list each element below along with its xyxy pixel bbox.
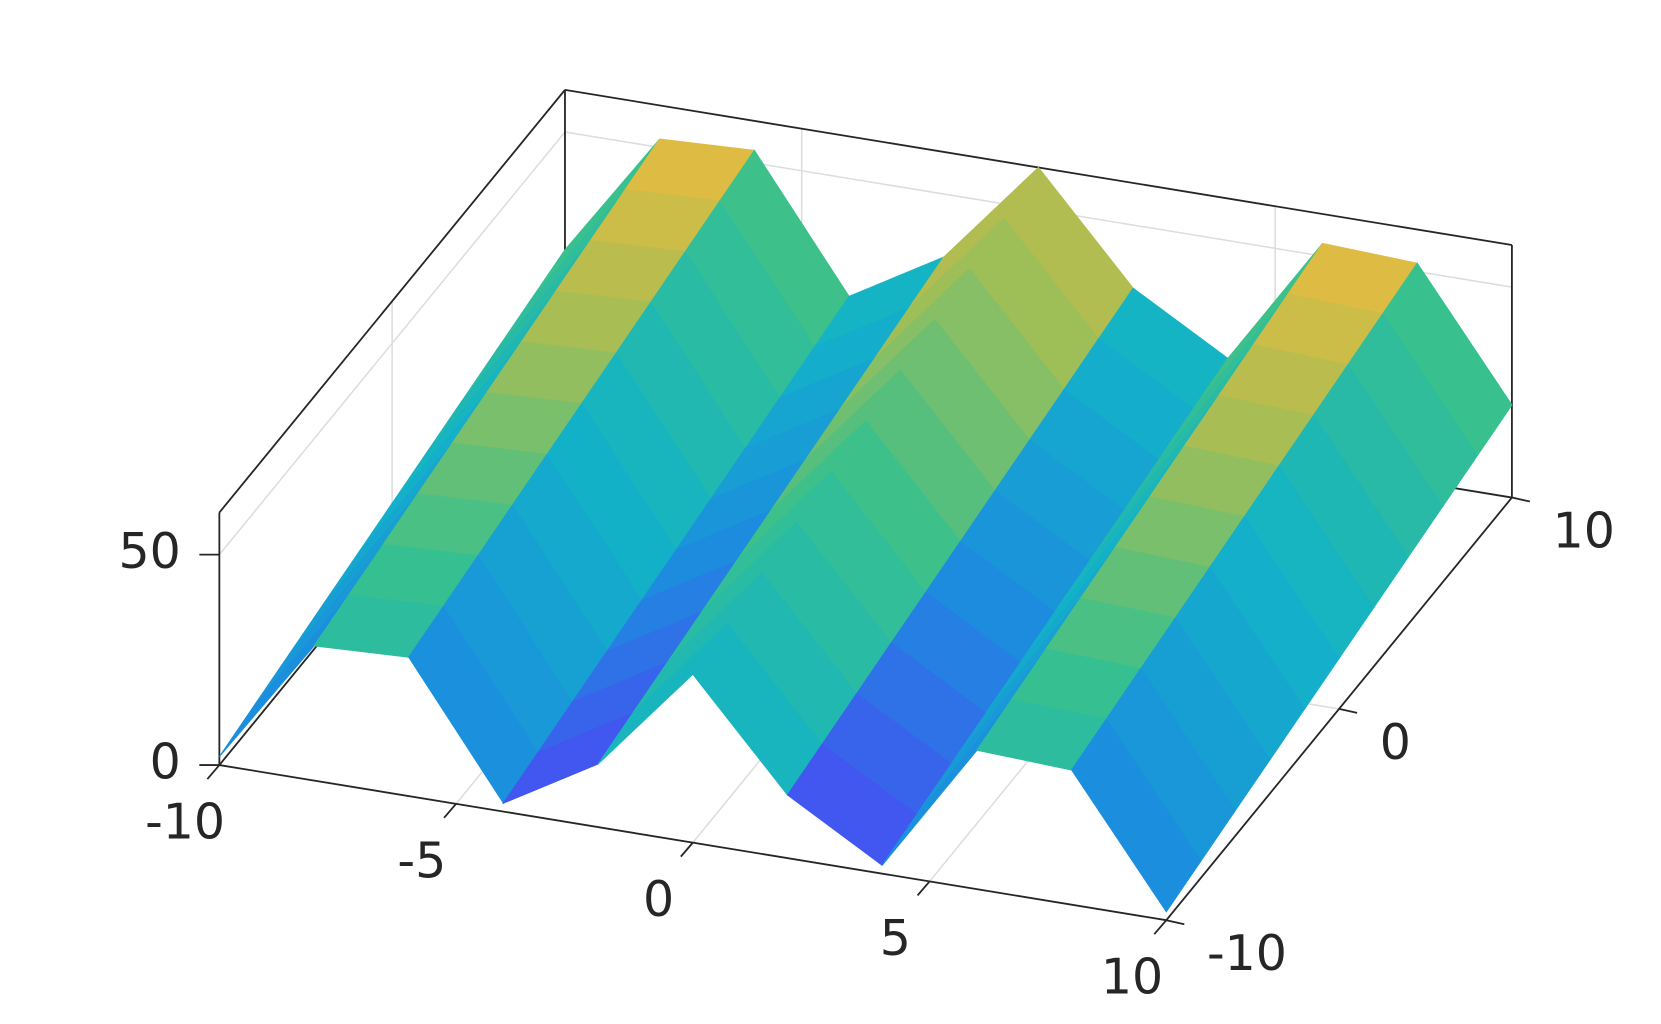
y-tick-label: -10	[1207, 925, 1287, 982]
box-edge	[219, 764, 1167, 922]
y-tick	[1166, 919, 1185, 926]
y-tick-label: 10	[1553, 502, 1615, 559]
box-edge	[218, 89, 566, 514]
z-tick-label: 0	[150, 734, 181, 791]
surface-patch	[218, 594, 350, 757]
x-tick	[1153, 919, 1167, 935]
surface	[218, 138, 1513, 913]
x-tick-label: -5	[397, 832, 446, 889]
x-tick	[443, 803, 457, 819]
x-tick	[916, 880, 931, 896]
y-tick	[1511, 496, 1531, 503]
x-tick-label: 0	[643, 871, 674, 928]
x-tick	[680, 842, 694, 858]
y-tick-label: 0	[1380, 714, 1411, 771]
x-tick	[206, 764, 221, 780]
grid-line	[218, 131, 566, 556]
z-tick-label: 50	[118, 523, 180, 580]
x-tick-label: 5	[880, 910, 911, 967]
x-tick-label: -10	[145, 793, 225, 850]
surface-patch	[1071, 718, 1202, 913]
x-tick-label: 10	[1101, 949, 1163, 1006]
y-tick	[1338, 707, 1358, 714]
